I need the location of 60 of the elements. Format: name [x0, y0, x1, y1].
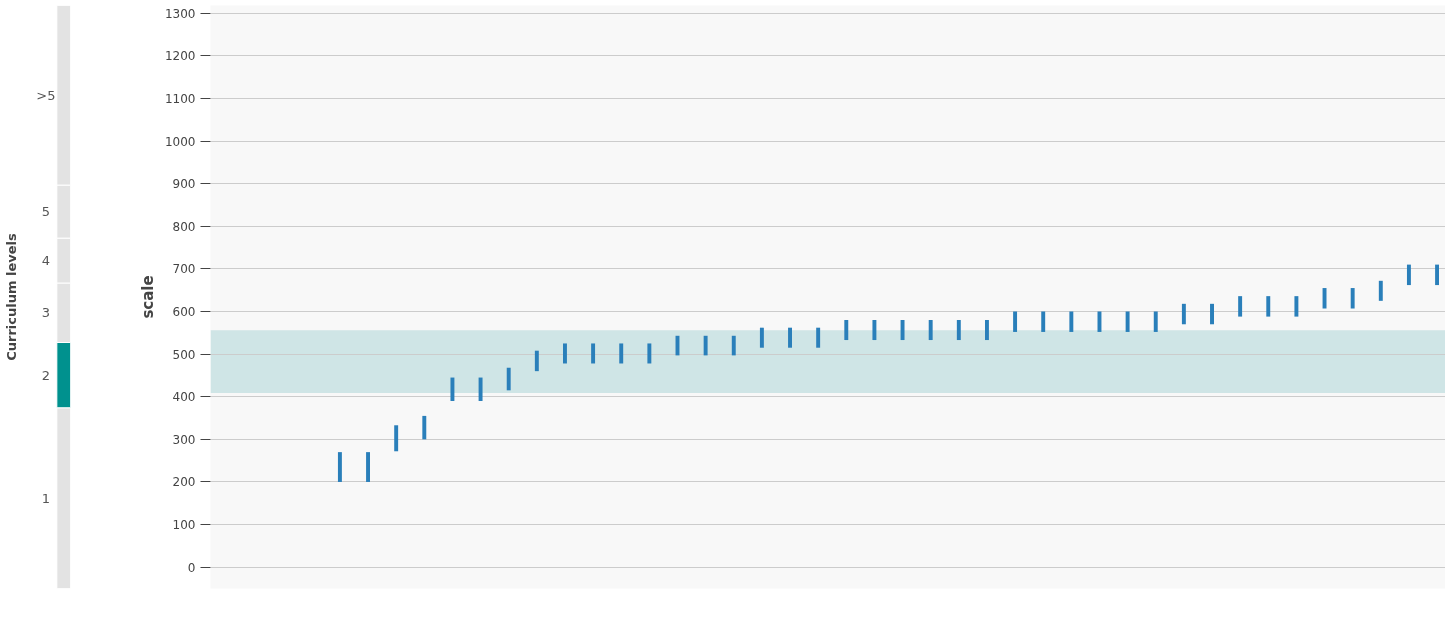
bar: [1406, 264, 1411, 286]
y-axis-title: scale: [138, 275, 157, 319]
bar: [619, 343, 624, 364]
y-axis-title: Curriculum levels: [3, 232, 19, 361]
bar: [591, 343, 596, 364]
series-label: 4: [41, 253, 51, 269]
bar: [647, 343, 652, 364]
bar: [1322, 288, 1327, 309]
bar: [506, 367, 511, 391]
bar: [1069, 311, 1074, 332]
bar: [1153, 311, 1158, 332]
bar: [1238, 296, 1243, 317]
y-tick-label: 800: [172, 219, 196, 234]
y-tick-label: 200: [172, 475, 196, 490]
y-tick-label: 100: [172, 518, 196, 533]
bar: [478, 377, 483, 401]
bar: [1210, 303, 1214, 325]
bar: [844, 320, 849, 341]
y-tick-label: 1100: [164, 91, 196, 106]
y-tick-label: 500: [172, 347, 196, 362]
bar: [759, 327, 764, 348]
y-tick-label: 700: [172, 262, 196, 277]
bar: [1125, 311, 1130, 332]
bar: [1378, 280, 1383, 301]
bar: [1181, 303, 1186, 325]
bar: [928, 320, 933, 341]
bar: [731, 335, 736, 356]
bar: [788, 327, 792, 348]
bar: [366, 452, 371, 482]
y-tick-label: 0: [187, 560, 196, 575]
bar: [1350, 288, 1355, 309]
bar: [1294, 296, 1299, 317]
bar: [422, 415, 427, 440]
bar: [1041, 311, 1046, 332]
bar: [1435, 264, 1440, 286]
y-tick-label: 600: [172, 304, 196, 319]
y-tick-label: 300: [172, 432, 196, 447]
y-tick-label: 1300: [164, 6, 196, 21]
bar: [872, 320, 877, 341]
bar: [534, 350, 539, 372]
bar: [900, 320, 905, 341]
bar: [450, 377, 455, 401]
y-tick-label: 1000: [164, 134, 196, 149]
bar: [337, 452, 342, 482]
series-label: 1: [41, 490, 51, 506]
bar: [816, 327, 821, 348]
bar: [984, 320, 989, 341]
series-label: >5: [36, 87, 56, 103]
bar: [703, 335, 708, 356]
bar: [1266, 296, 1271, 317]
series-label: 5: [41, 204, 51, 220]
bar: [563, 343, 567, 364]
bar: [394, 425, 399, 452]
series-label: 2: [41, 367, 51, 383]
series-label: 3: [41, 305, 51, 321]
bar: [1013, 311, 1018, 332]
y-tick-label: 1200: [164, 49, 196, 64]
y-tick-label: 900: [172, 177, 196, 192]
y-tick-label: 400: [172, 390, 196, 405]
bar: [956, 320, 961, 341]
